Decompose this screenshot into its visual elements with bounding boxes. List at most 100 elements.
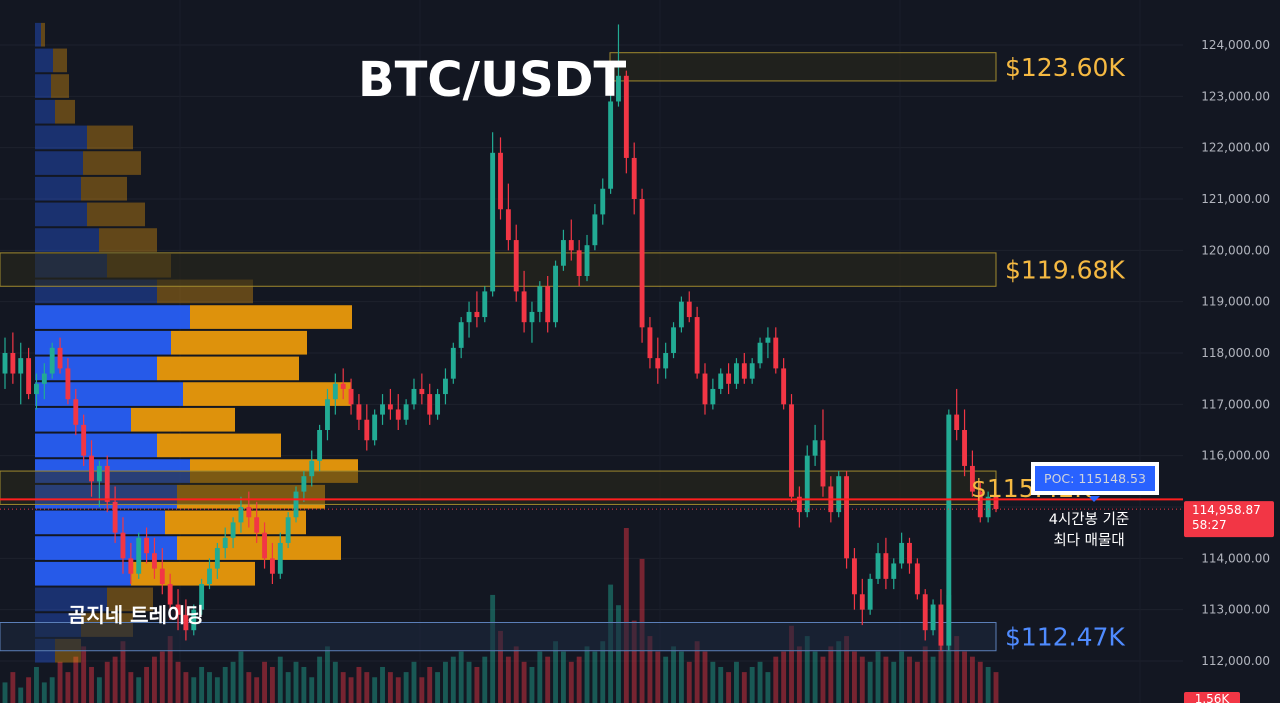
candle-body: [678, 301, 684, 328]
candle-body: [89, 455, 94, 482]
volume-bar: [686, 661, 692, 703]
volume-bar: [199, 666, 205, 703]
candle-body: [466, 311, 472, 323]
candle-body: [969, 465, 975, 492]
candle-body: [230, 522, 236, 538]
profile-buy-bar: [35, 151, 83, 175]
candle-body: [804, 455, 810, 513]
y-tick-label: 120,000.00: [1201, 243, 1270, 257]
volume-bar: [26, 677, 32, 703]
profile-buy-bar: [35, 382, 183, 406]
candle-body: [875, 553, 881, 579]
volume-bar: [734, 661, 739, 703]
candle-body: [836, 476, 842, 513]
candle-body: [789, 404, 794, 497]
candle-body: [435, 394, 441, 415]
overlay: [0, 496, 1183, 510]
profile-sell-bar: [87, 125, 133, 150]
profile-buy-bar: [35, 99, 55, 124]
volume-bar: [702, 651, 708, 703]
profile-sell-bar: [83, 151, 141, 175]
level-label-low: $112.47K: [1005, 623, 1125, 652]
profile-sell-bar: [131, 407, 235, 432]
volume-bar: [694, 641, 700, 703]
candle-body: [812, 440, 818, 456]
level-label-top: $123.60K: [1005, 53, 1125, 82]
candle-body: [977, 491, 983, 518]
volume-bar: [781, 651, 787, 703]
candle-body: [199, 584, 205, 610]
candle-body: [584, 245, 590, 276]
volume-bar: [238, 651, 244, 703]
volume-bar: [96, 677, 102, 703]
volume-bar: [954, 636, 960, 703]
volume-bar: [930, 656, 936, 703]
poc-callout-fill: [1035, 466, 1155, 491]
volume-bar: [914, 661, 920, 703]
volume-bar: [962, 651, 967, 703]
candle-body: [34, 383, 39, 395]
candle-body: [112, 501, 118, 533]
profile-buy-bar: [35, 407, 131, 432]
candle-body: [930, 604, 936, 631]
candle-body: [159, 568, 165, 584]
volume-bar: [325, 646, 330, 703]
candle-body: [844, 476, 850, 559]
candle-body: [411, 388, 417, 405]
volume-bar: [136, 677, 142, 703]
candle-body: [214, 548, 220, 569]
candle-body: [277, 542, 283, 574]
volume-bar: [395, 677, 401, 703]
candle-body: [65, 368, 71, 400]
candle-body: [238, 507, 244, 523]
brand-watermark: 곰지네 트레이딩: [68, 603, 204, 627]
candle-body: [545, 286, 551, 323]
candle-body: [946, 414, 952, 646]
candle-body: [482, 291, 488, 318]
candle-body: [356, 404, 362, 420]
profile-sell-bar: [55, 99, 75, 124]
volume-bar: [907, 656, 912, 703]
volume-bar: [474, 666, 480, 703]
candle-body: [246, 507, 252, 518]
chart-title: BTC/USDT: [358, 52, 626, 108]
volume-bar: [749, 666, 755, 703]
candle-body: [427, 394, 433, 415]
volume-bar: [505, 656, 511, 703]
volume-bar: [34, 666, 39, 703]
profile-sell-bar: [53, 48, 67, 73]
candle-body: [867, 578, 873, 610]
volume-bar: [207, 672, 212, 703]
candle-body: [57, 347, 63, 369]
candle-body: [616, 75, 621, 102]
candle-body: [450, 347, 456, 379]
volume-bar: [513, 646, 519, 703]
volume-bar: [332, 661, 338, 703]
volume-bar: [175, 661, 181, 703]
volume-bar: [128, 672, 134, 703]
profile-buy-bar: [35, 330, 171, 355]
candle-body: [694, 317, 700, 374]
volume-bar: [277, 656, 283, 703]
level-zone-upper: [0, 252, 997, 287]
volume-bar: [356, 666, 362, 703]
volume-bar: [301, 666, 307, 703]
volume-bar: [899, 651, 905, 703]
volume-bar: [191, 677, 197, 703]
candle-body: [663, 353, 669, 369]
volume-bar: [851, 651, 857, 703]
price-axis[interactable]: 124,000.00 123,000.00 122,000.00 121,000.00…: [1201, 38, 1270, 668]
volume-bar: [993, 672, 999, 703]
poc-label: POC: 115148.53: [1044, 471, 1146, 486]
volume-bar: [631, 620, 637, 703]
volume-bar: [435, 672, 441, 703]
profile-sell-bar: [81, 176, 127, 201]
y-tick-label: 113,000.00: [1201, 603, 1270, 617]
volume-bar: [120, 641, 126, 703]
candle-body: [340, 383, 346, 389]
volume-bar: [364, 672, 370, 703]
y-tick-label: 118,000.00: [1201, 346, 1270, 360]
volume-label: 1.56K: [1195, 692, 1231, 703]
volume-bar: [57, 661, 63, 703]
